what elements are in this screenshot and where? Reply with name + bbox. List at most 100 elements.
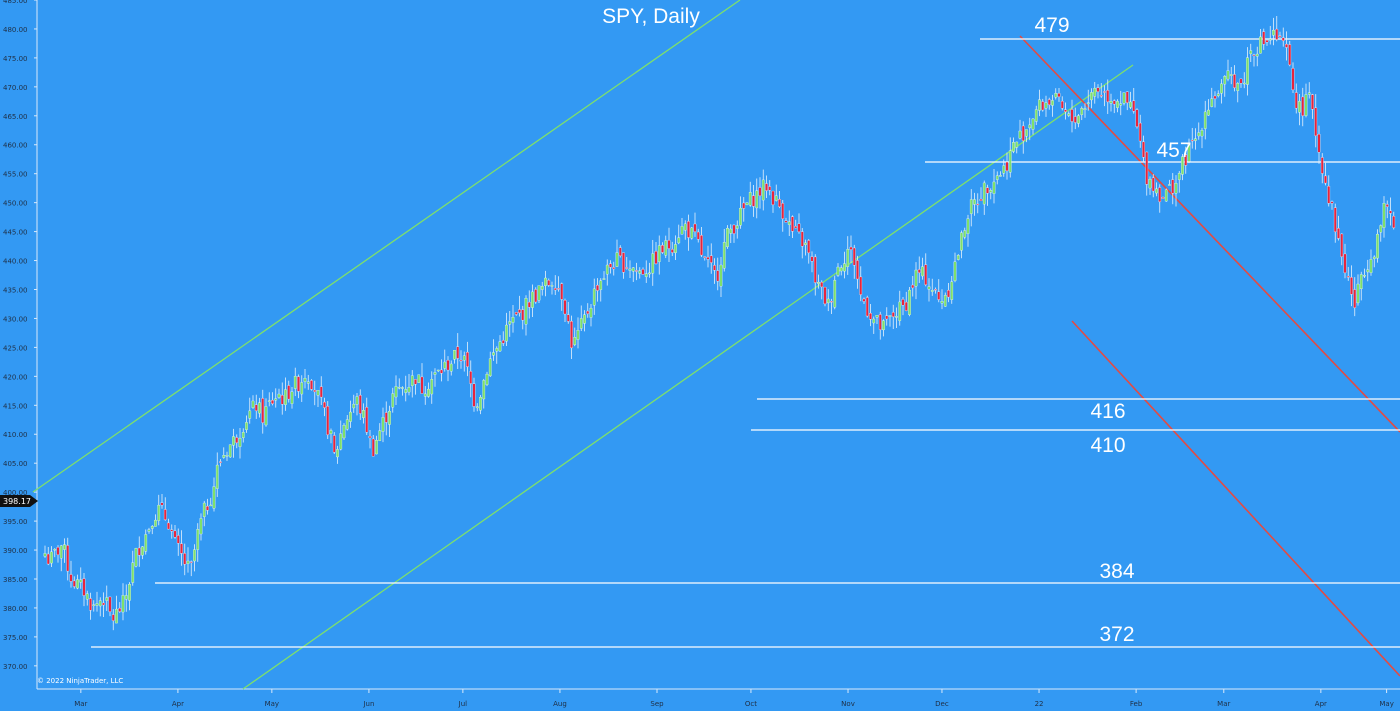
upper-down-channel-line[interactable]	[1019, 35, 1400, 433]
candle	[118, 602, 122, 613]
candle	[1236, 82, 1240, 103]
candle	[583, 310, 586, 332]
candle	[310, 379, 313, 391]
candle-body-up	[251, 400, 255, 408]
candle	[739, 196, 742, 229]
candle	[771, 190, 775, 213]
candle-body-up	[690, 227, 694, 239]
candle	[222, 447, 226, 459]
candle	[1226, 59, 1230, 82]
candle	[596, 278, 599, 302]
candle	[199, 513, 203, 541]
candle-body-up	[316, 390, 320, 396]
candle-body-up	[875, 315, 879, 318]
candle-body-up	[267, 400, 271, 402]
candle	[108, 596, 112, 617]
candle-body-up	[1307, 92, 1311, 95]
y-tick-label: 465.00	[3, 113, 28, 121]
candle	[274, 388, 278, 408]
candle-body-down	[1184, 154, 1188, 166]
candle-body-up	[537, 285, 541, 301]
x-tick-label: Mar	[74, 700, 87, 708]
candle-body-up	[982, 182, 986, 205]
candle-body-down	[235, 437, 239, 443]
upper-channel-line[interactable]	[32, 0, 741, 493]
candle	[1096, 84, 1100, 99]
candle-body-up	[50, 551, 53, 564]
candle-body-up	[1174, 182, 1178, 194]
candle	[706, 245, 710, 268]
candle	[859, 266, 863, 302]
candle-body-down	[1346, 275, 1350, 278]
candle	[326, 401, 330, 439]
candle-body-down	[700, 235, 703, 256]
candle	[414, 379, 417, 395]
candle-body-up	[336, 449, 339, 458]
candle-body-down	[693, 223, 697, 232]
candle-body-up	[511, 317, 515, 323]
candle-body-down	[1142, 141, 1145, 158]
candle	[160, 493, 164, 509]
lower-down-channel-line[interactable]	[1071, 320, 1400, 677]
candle	[297, 374, 300, 399]
candle	[1246, 47, 1249, 96]
candle	[956, 254, 960, 261]
candle	[641, 267, 645, 275]
y-tick-label: 435.00	[3, 286, 28, 294]
candle	[167, 518, 170, 530]
candle	[293, 367, 297, 397]
candle-body-up	[950, 281, 954, 300]
candle	[680, 218, 684, 235]
candle-body-up	[817, 282, 820, 284]
candle	[755, 178, 759, 219]
candle-body-down	[1064, 109, 1067, 112]
candle-body-up	[787, 221, 791, 225]
candle	[98, 597, 102, 617]
candle	[154, 514, 157, 527]
candle-body-up	[729, 228, 733, 234]
candle	[492, 339, 495, 361]
candle-body-down	[1311, 94, 1314, 110]
candle-body-up	[1093, 87, 1097, 97]
candle	[316, 390, 320, 407]
candle-body-down	[820, 281, 824, 288]
candle	[469, 360, 473, 398]
y-tick-label: 390.00	[3, 547, 28, 555]
candle-body-down	[1327, 186, 1331, 204]
candle-body-down	[137, 547, 141, 556]
candle	[1070, 99, 1074, 133]
candle-body-up	[651, 253, 655, 274]
candle-body-down	[566, 314, 570, 322]
candle-body-down	[1070, 109, 1074, 122]
candle	[1291, 62, 1295, 93]
candle	[628, 260, 632, 279]
candle	[342, 423, 346, 441]
candle-body-down	[518, 309, 521, 313]
candle-body-up	[131, 562, 135, 583]
candle	[173, 525, 177, 539]
candle-body-up	[846, 249, 850, 267]
candle-body-up	[592, 288, 596, 306]
candle	[514, 312, 518, 316]
candle	[261, 389, 265, 434]
candle	[144, 529, 148, 555]
candle-body-up	[462, 355, 466, 361]
candle	[722, 228, 726, 272]
candle	[677, 224, 681, 245]
lower-channel-line[interactable]	[242, 64, 1134, 690]
candle-body-down	[1161, 197, 1165, 199]
candle-body-up	[293, 376, 297, 389]
candle	[410, 370, 414, 398]
candle-body-up	[1382, 203, 1386, 228]
candle-body-up	[1002, 165, 1006, 174]
candle	[1080, 106, 1084, 121]
candle	[644, 260, 648, 283]
candle-body-down	[1288, 44, 1292, 66]
candle-body-up	[105, 597, 109, 601]
candle	[934, 287, 937, 294]
candle	[1376, 229, 1379, 263]
candle	[768, 180, 772, 196]
candle-body-down	[586, 310, 590, 314]
candle	[212, 477, 216, 512]
candle-body-down	[183, 553, 187, 565]
